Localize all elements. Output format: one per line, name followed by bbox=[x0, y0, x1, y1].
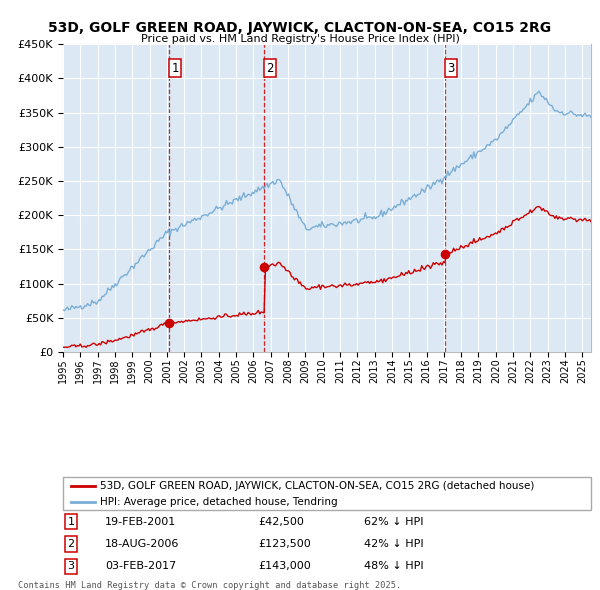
Point bbox=[440, 250, 450, 259]
Text: 3: 3 bbox=[67, 562, 74, 571]
Text: 53D, GOLF GREEN ROAD, JAYWICK, CLACTON-ON-SEA, CO15 2RG: 53D, GOLF GREEN ROAD, JAYWICK, CLACTON-O… bbox=[49, 21, 551, 35]
Text: 53D, GOLF GREEN ROAD, JAYWICK, CLACTON-ON-SEA, CO15 2RG (detached house): 53D, GOLF GREEN ROAD, JAYWICK, CLACTON-O… bbox=[100, 481, 535, 491]
Text: Contains HM Land Registry data © Crown copyright and database right 2025.
This d: Contains HM Land Registry data © Crown c… bbox=[18, 581, 401, 590]
Text: 2: 2 bbox=[266, 62, 274, 75]
Point bbox=[164, 318, 174, 327]
Point bbox=[260, 263, 269, 272]
Text: 2: 2 bbox=[67, 539, 74, 549]
Text: 18-AUG-2006: 18-AUG-2006 bbox=[105, 539, 179, 549]
Text: 03-FEB-2017: 03-FEB-2017 bbox=[105, 562, 176, 571]
Text: 62% ↓ HPI: 62% ↓ HPI bbox=[364, 517, 424, 526]
Text: 48% ↓ HPI: 48% ↓ HPI bbox=[364, 562, 424, 571]
Text: £143,000: £143,000 bbox=[259, 562, 311, 571]
Text: £42,500: £42,500 bbox=[259, 517, 304, 526]
Text: Price paid vs. HM Land Registry's House Price Index (HPI): Price paid vs. HM Land Registry's House … bbox=[140, 34, 460, 44]
Text: 42% ↓ HPI: 42% ↓ HPI bbox=[364, 539, 424, 549]
Text: HPI: Average price, detached house, Tendring: HPI: Average price, detached house, Tend… bbox=[100, 497, 338, 507]
Text: 3: 3 bbox=[448, 62, 455, 75]
Text: 19-FEB-2001: 19-FEB-2001 bbox=[105, 517, 176, 526]
Text: £123,500: £123,500 bbox=[259, 539, 311, 549]
Text: 1: 1 bbox=[171, 62, 179, 75]
Text: 1: 1 bbox=[67, 517, 74, 526]
